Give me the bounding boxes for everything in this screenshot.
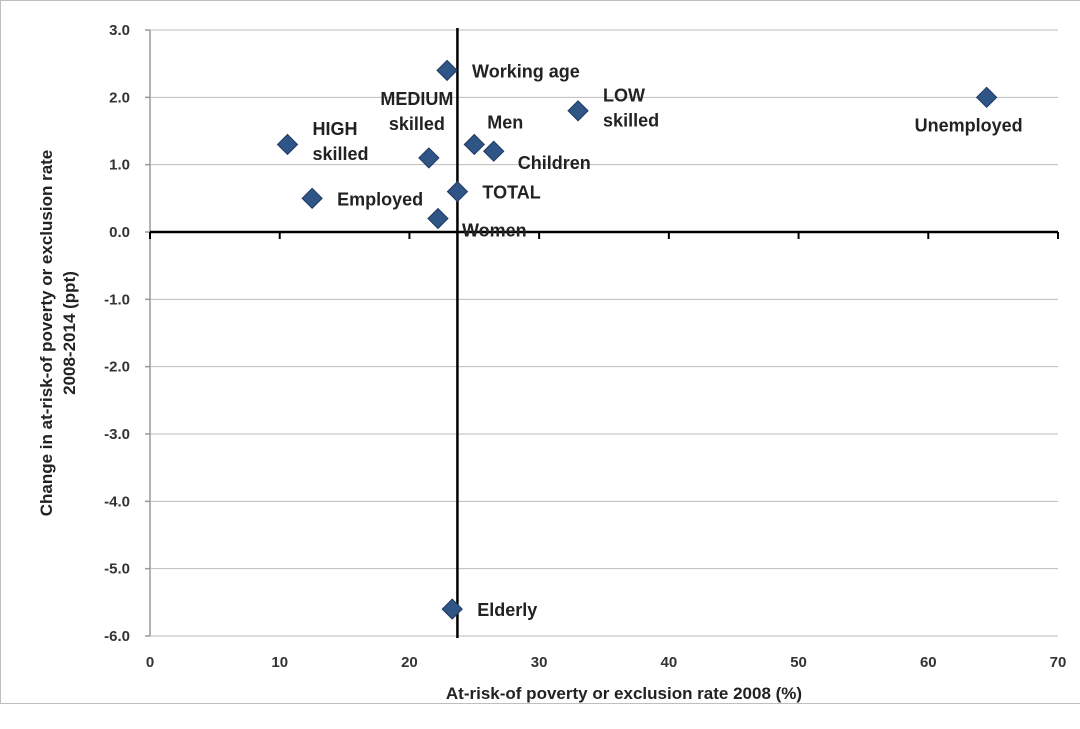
x-tick-label: 70 [1050,654,1067,671]
y-tick-label: 2.0 [109,89,130,106]
y-tick-label: -1.0 [104,291,130,308]
data-point-marker [446,180,469,203]
point-label: Women [462,221,527,241]
data-point-marker [427,207,449,230]
x-tick-label: 20 [401,654,418,671]
data-point-marker [463,133,485,156]
point-label: Employed [337,189,423,209]
y-tick-label: -4.0 [104,493,130,510]
point-label: Men [487,112,523,132]
grid-lines [150,29,1058,637]
x-tick-label: 30 [531,654,548,671]
x-tick-label: 40 [661,654,678,671]
data-point-marker [436,59,458,82]
point-label: HIGH skilled [312,119,368,164]
x-tick-label: 10 [271,654,288,671]
axes [145,28,1059,638]
point-label: LOW skilled [603,85,659,130]
x-tick-label: 0 [146,654,154,671]
y-tick-label: 0.0 [109,224,130,241]
data-point-marker [301,187,323,210]
y-tick-label: -2.0 [104,359,130,376]
data-point-marker [975,86,998,109]
x-tick-label: 50 [790,654,807,671]
point-label: MEDIUM skilled [380,89,453,134]
data-point-marker [567,100,589,122]
point-label: Working age [472,61,580,81]
y-tick-label: -3.0 [104,426,130,443]
axis-titles: At-risk-of poverty or exclusion rate 200… [37,150,802,703]
y-tick-label: -6.0 [104,628,130,645]
data-point-marker [441,598,463,620]
x-tick-label: 60 [920,654,937,671]
y-tick-label: 3.0 [109,22,130,39]
data-point-marker [276,133,299,156]
y-tick-label: -5.0 [104,561,130,578]
y-tick-label: 1.0 [109,157,130,174]
tick-labels: 3.0 2.0 1.0 0.0 -1.0 -2.0 -3.0 -4.0 -5.0 -6.0 0 10 2… [104,22,1066,671]
point-label: Children [518,153,591,173]
data-points [276,59,998,620]
x-axis-title: At-risk-of poverty or exclusion rate 200… [446,684,802,703]
data-point-marker [418,147,440,169]
point-label: TOTAL [482,183,540,203]
chart-frame [0,0,1080,704]
data-point-marker [483,140,505,162]
point-label: Elderly [477,600,537,620]
y-axis-title: Change in at-risk-of poverty or exclusio… [37,150,79,517]
point-label: Unemployed [915,115,1023,135]
point-labels: Working age MEDIUM skilled Men Children LOW sk… [312,61,1022,620]
